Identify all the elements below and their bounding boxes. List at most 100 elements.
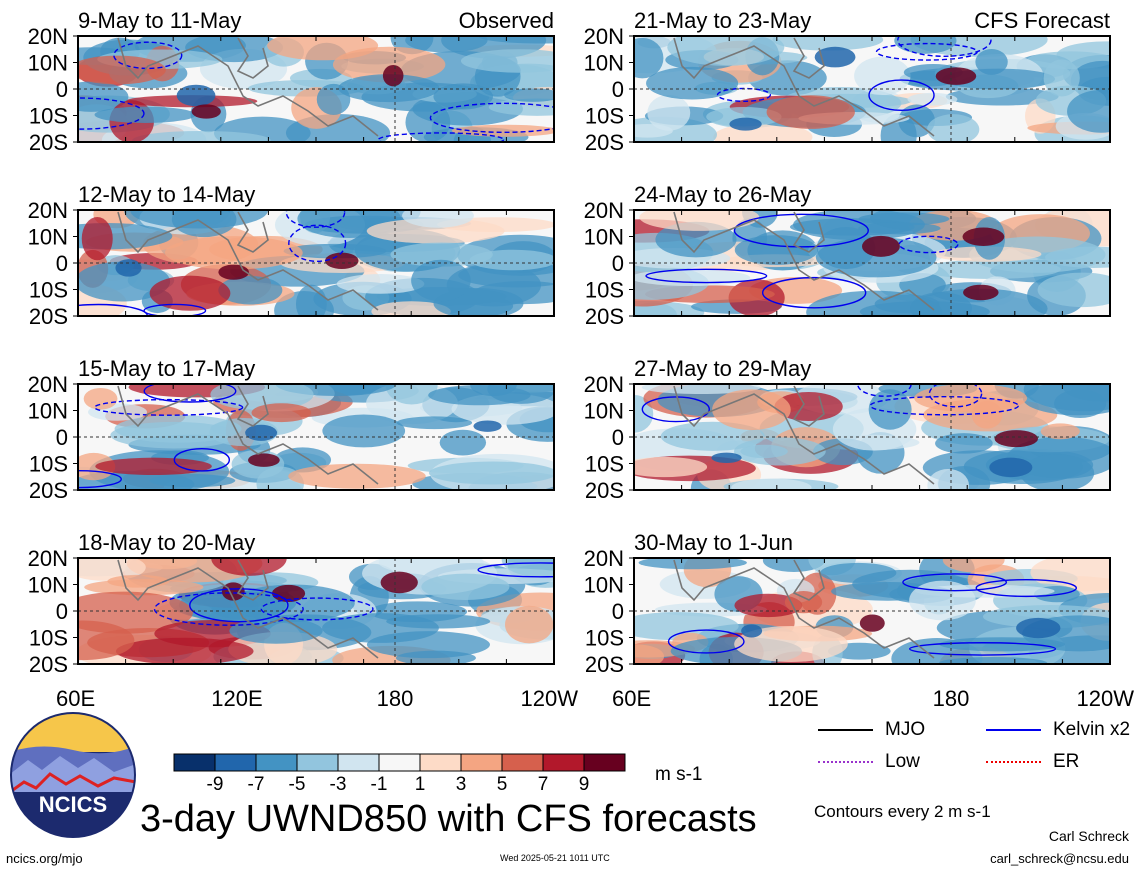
lat-tick-label: 0 xyxy=(56,599,68,624)
panel-date-label: 18-May to 20-May xyxy=(78,530,255,555)
lat-tick-label: 10S xyxy=(585,626,624,651)
colorbar-box xyxy=(337,753,380,772)
footer-timestamp: Wed 2025-05-21 1011 UTC xyxy=(500,853,610,863)
lat-tick-label: 20S xyxy=(585,652,624,677)
lat-tick-label: 20S xyxy=(29,478,68,503)
lat-tick-label: 10S xyxy=(585,278,624,303)
colorbar-box xyxy=(214,753,257,772)
contour-note: Contours every 2 m s-1 xyxy=(814,802,991,821)
panel-date-label: 24-May to 26-May xyxy=(634,182,811,207)
legend-low-line xyxy=(818,761,873,763)
lat-tick-label: 20S xyxy=(29,652,68,677)
lat-tick-label: 10N xyxy=(28,51,68,76)
lat-tick-label: 10N xyxy=(584,573,624,598)
panel-date-label: 21-May to 23-May xyxy=(634,8,811,33)
lat-tick-label: 10S xyxy=(29,104,68,129)
lat-tick-label: 10N xyxy=(584,399,624,424)
lat-tick-label: 10N xyxy=(28,573,68,598)
panel-date-label: 15-May to 17-May xyxy=(78,356,255,381)
lat-tick-label: 10N xyxy=(28,399,68,424)
colorbar-box xyxy=(542,753,585,772)
ncics-logo: NCICS xyxy=(10,712,136,838)
colorbar-tick-label: -1 xyxy=(371,774,388,795)
colorbar-tick-label: 7 xyxy=(538,774,549,795)
lat-tick-label: 10N xyxy=(584,51,624,76)
lat-tick-label: 0 xyxy=(56,77,68,102)
lat-tick-label: 20S xyxy=(585,304,624,329)
lon-tick-label: 60E xyxy=(56,686,95,711)
lat-tick-label: 10N xyxy=(28,225,68,250)
lat-tick-label: 20N xyxy=(584,198,624,223)
colorbar-box xyxy=(460,753,503,772)
panel-date-label: 9-May to 11-May xyxy=(78,8,241,33)
legend-er: ER xyxy=(986,751,1079,773)
colorbar-box xyxy=(419,753,462,772)
lat-tick-label: 0 xyxy=(612,77,624,102)
legend-er-line xyxy=(986,761,1041,763)
lat-tick-label: 10S xyxy=(29,452,68,477)
footer-url: ncics.org/mjo xyxy=(6,851,83,866)
lon-tick-label: 60E xyxy=(612,686,651,711)
legend-kelvin-line xyxy=(986,729,1041,731)
logo-text: NCICS xyxy=(39,792,107,817)
lon-tick-label: 120W xyxy=(1077,686,1135,711)
legend-low-label: Low xyxy=(885,751,920,772)
legend-er-label: ER xyxy=(1053,751,1080,772)
colorbar-tick-label: -9 xyxy=(207,774,224,795)
main-title: 3-day UWND850 with CFS forecasts xyxy=(140,798,757,840)
legend-mjo-label: MJO xyxy=(885,719,926,740)
footer-email: carl_schreck@ncsu.edu xyxy=(990,851,1129,866)
lat-tick-label: 20N xyxy=(28,198,68,223)
lon-tick-label: 120E xyxy=(767,686,818,711)
footer-author: Carl Schreck xyxy=(1048,828,1129,844)
colorbar-box xyxy=(583,753,626,772)
colorbar-tick-label: -5 xyxy=(289,774,306,795)
colorbar: -9 -7 -5 -3 -1 1 3 5 7 9 xyxy=(173,753,626,795)
lat-tick-label: 0 xyxy=(612,425,624,450)
panel-date-label: 12-May to 14-May xyxy=(78,182,255,207)
forecast-label: CFS Forecast xyxy=(974,8,1110,33)
lon-tick-label: 180 xyxy=(377,686,414,711)
colorbar-tick-label: 3 xyxy=(456,774,467,795)
legend-low: Low xyxy=(818,751,920,773)
colorbar-box xyxy=(173,753,216,772)
lat-tick-label: 20N xyxy=(28,372,68,397)
legend-mjo-line xyxy=(818,729,873,731)
lat-tick-label: 20S xyxy=(585,130,624,155)
colorbar-tick-label: -3 xyxy=(330,774,347,795)
legend-kelvin: Kelvin x2 xyxy=(986,719,1130,741)
lat-tick-label: 20S xyxy=(585,478,624,503)
observed-label: Observed xyxy=(459,8,554,33)
lat-tick-label: 20N xyxy=(28,546,68,571)
colorbar-box xyxy=(501,753,544,772)
lat-tick-label: 20N xyxy=(584,372,624,397)
colorbar-tick-label: 9 xyxy=(579,774,590,795)
colorbar-box xyxy=(255,753,298,772)
colorbar-tick-label: 1 xyxy=(415,774,426,795)
legend-mjo: MJO xyxy=(818,719,925,741)
lat-tick-label: 0 xyxy=(612,599,624,624)
colorbar-tick-label: 5 xyxy=(497,774,508,795)
lat-tick-label: 10S xyxy=(29,626,68,651)
lat-tick-label: 10S xyxy=(585,452,624,477)
lat-tick-label: 20S xyxy=(29,304,68,329)
lat-tick-label: 20N xyxy=(28,24,68,49)
panel-date-label: 27-May to 29-May xyxy=(634,356,811,381)
colorbar-box xyxy=(378,753,421,772)
lat-tick-label: 10N xyxy=(584,225,624,250)
lat-tick-label: 20N xyxy=(584,546,624,571)
lat-tick-label: 10S xyxy=(29,278,68,303)
lat-tick-label: 0 xyxy=(56,425,68,450)
lat-tick-label: 0 xyxy=(56,251,68,276)
lon-tick-label: 180 xyxy=(933,686,970,711)
lon-tick-label: 120E xyxy=(211,686,262,711)
lat-tick-label: 20N xyxy=(584,24,624,49)
